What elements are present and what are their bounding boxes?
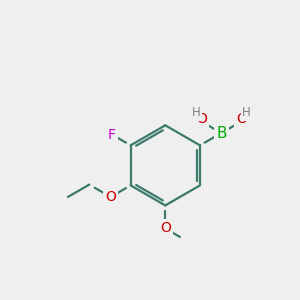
Text: O: O [196, 112, 207, 126]
Text: H: H [191, 106, 200, 119]
Text: O: O [105, 190, 116, 204]
Text: O: O [160, 221, 171, 236]
Text: F: F [108, 128, 116, 142]
Text: O: O [236, 112, 247, 126]
Text: H: H [242, 106, 251, 119]
Text: B: B [216, 125, 226, 140]
